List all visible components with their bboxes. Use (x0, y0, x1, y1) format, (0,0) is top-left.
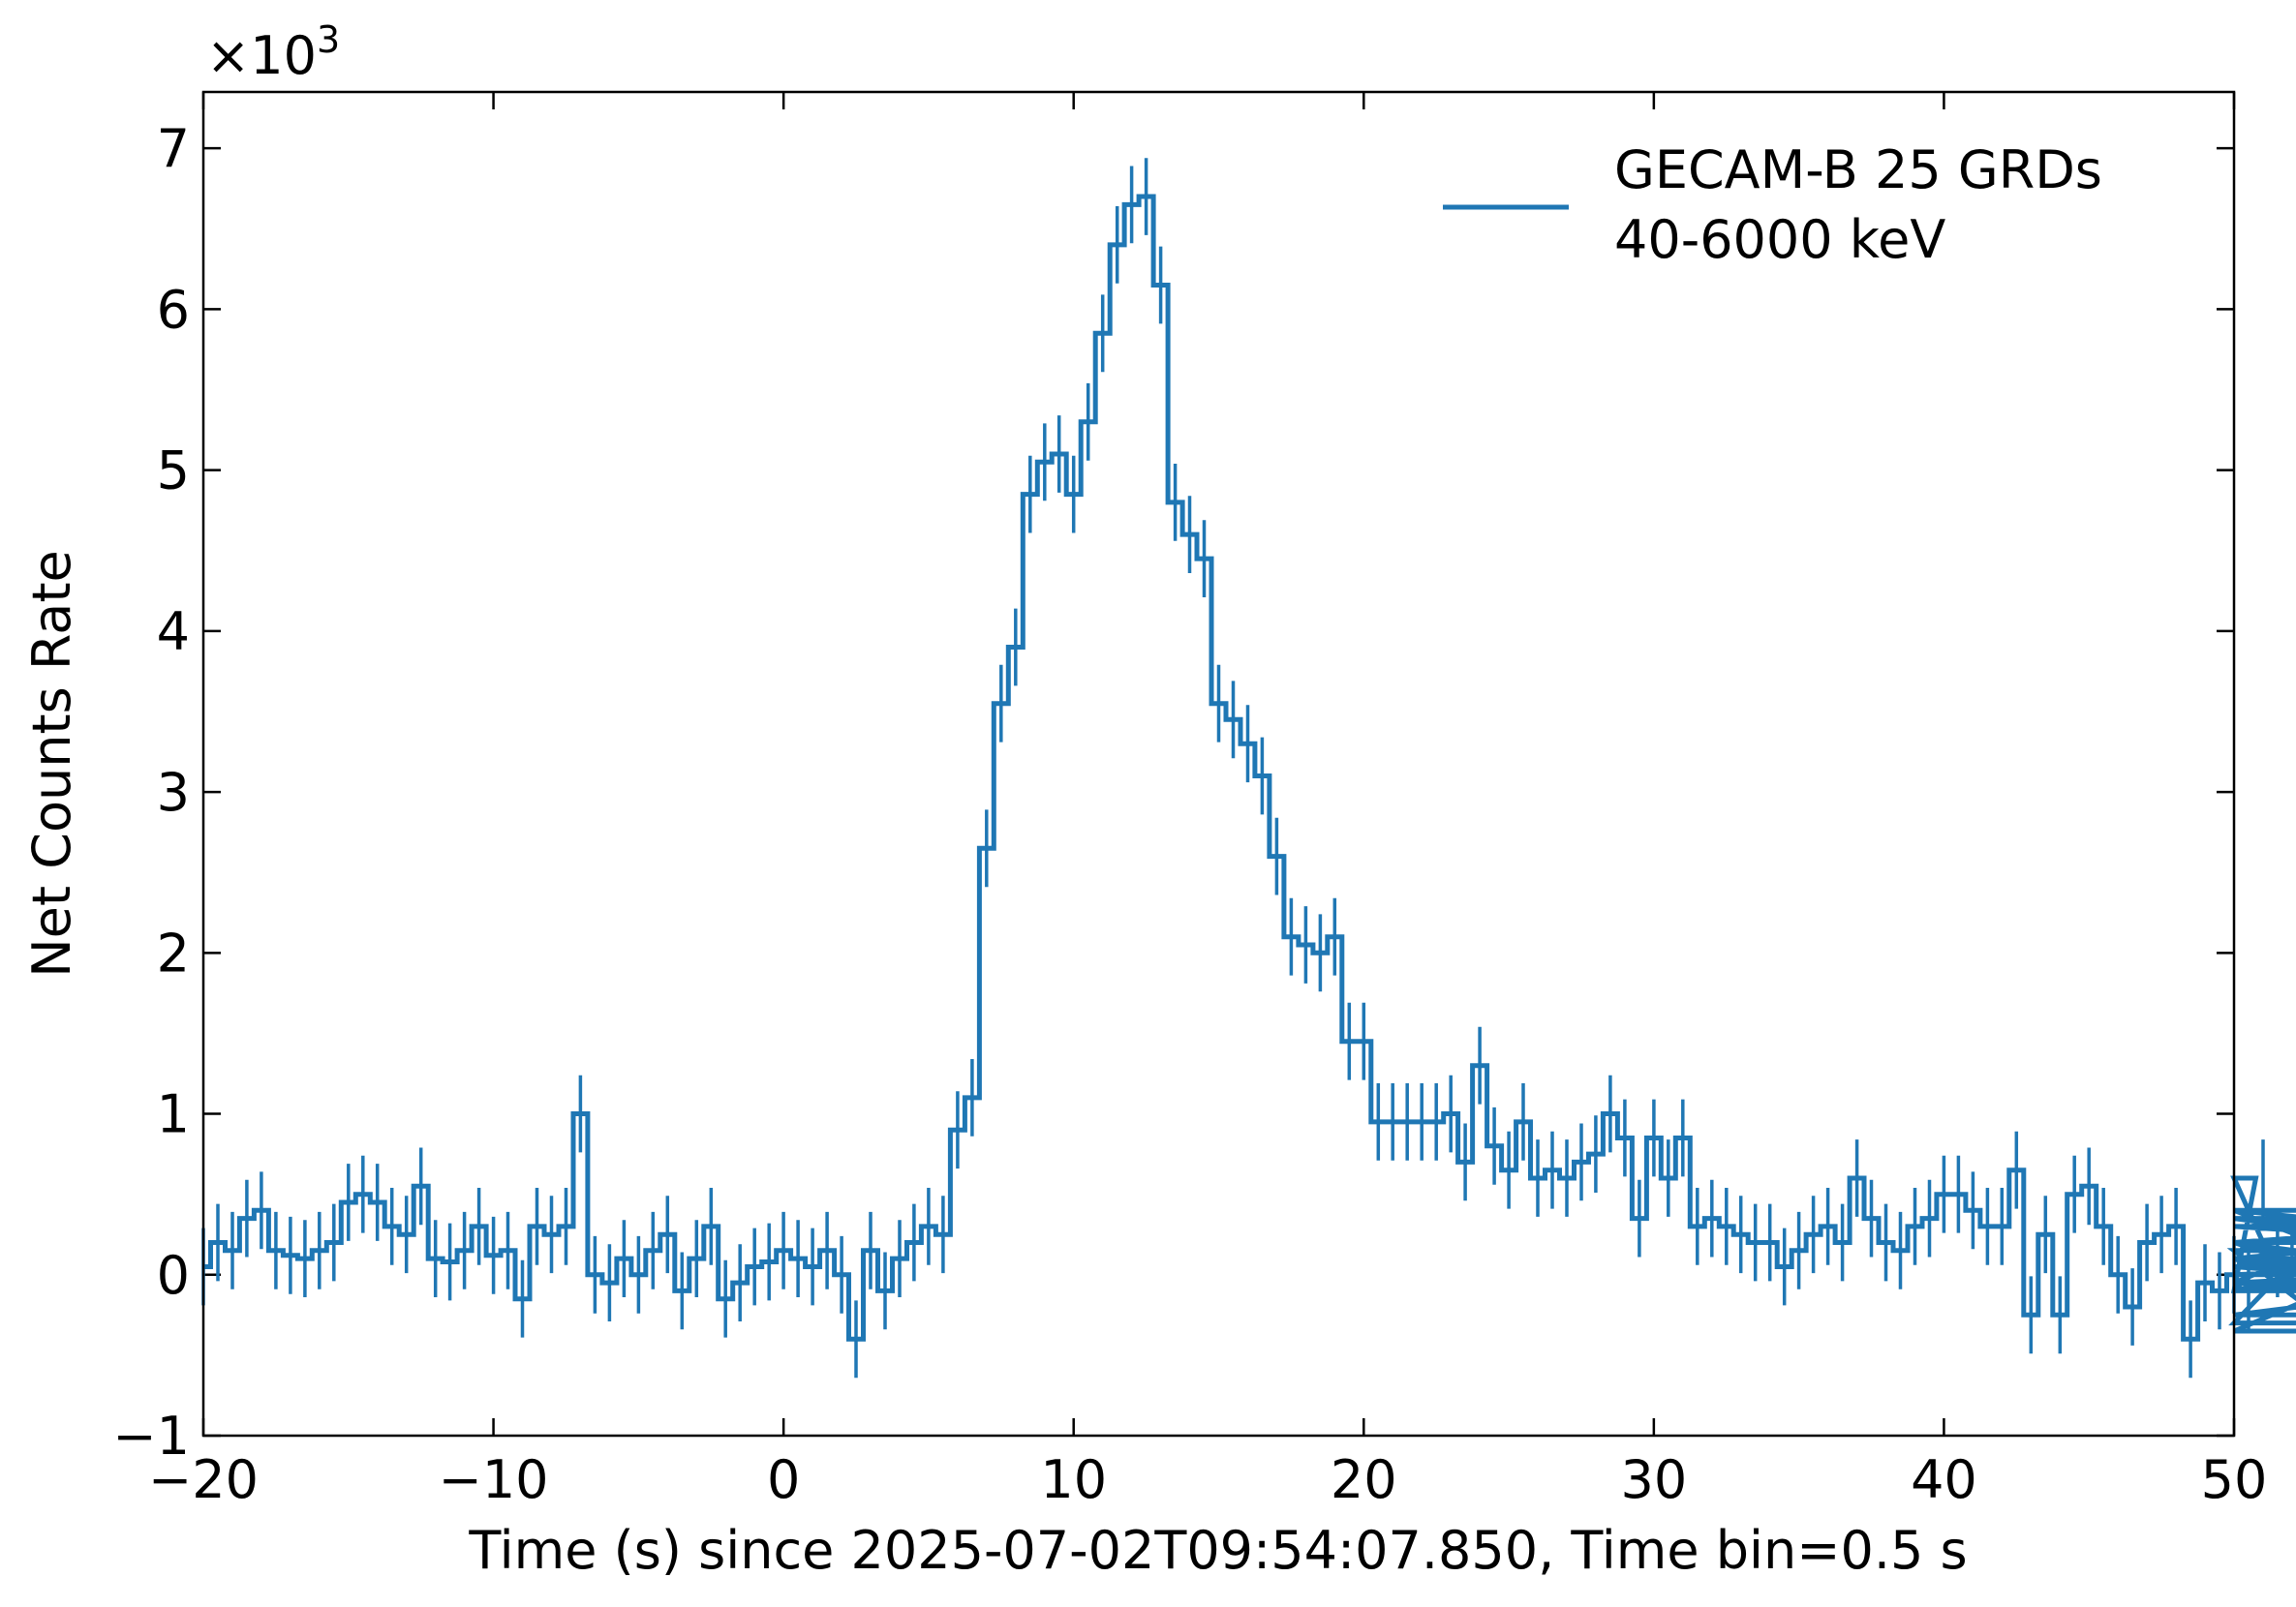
legend: GECAM-B 25 GRDs 40-6000 keV (1443, 139, 2102, 270)
y-tick-label: 1 (157, 1084, 190, 1145)
y-tick-label: −1 (112, 1406, 190, 1467)
x-axis-label: Time (s) since 2025-07-02T09:54:07.850, … (468, 1520, 1967, 1581)
y-multiplier-label: ×103 (206, 18, 340, 86)
x-tick-label: 50 (2201, 1449, 2268, 1510)
series-line-gecam-b (203, 194, 2296, 1342)
y-tick-label: 5 (157, 440, 190, 501)
y-tick-label: 2 (157, 923, 190, 984)
y-tick-label: 4 (157, 601, 190, 662)
legend-label-line2: 40-6000 keV (1614, 209, 1945, 270)
y-tick-labels: −1 0 1 2 3 4 5 6 7 (112, 118, 190, 1467)
y-tick-label: 3 (157, 762, 190, 823)
y-tick-label: 6 (157, 279, 190, 340)
x-tick-label: 10 (1040, 1449, 1107, 1510)
y-tick-label: 7 (157, 118, 190, 179)
x-tick-label: −20 (148, 1449, 259, 1510)
x-tick-label: −10 (439, 1449, 549, 1510)
x-tick-label: 20 (1331, 1449, 1397, 1510)
x-tick-label: 30 (1620, 1449, 1687, 1510)
x-tick-label: 0 (767, 1449, 800, 1510)
y-tick-label: 0 (157, 1245, 190, 1306)
x-tick-labels: −20 −10 0 10 20 30 40 50 (148, 1449, 2267, 1510)
x-tick-label: 40 (1911, 1449, 1977, 1510)
plot-frame (201, 90, 2236, 1438)
legend-label-line1: GECAM-B 25 GRDs (1614, 139, 2102, 200)
y-multiplier-exponent: 3 (317, 18, 340, 61)
y-axis-label: Net Counts Rate (21, 550, 82, 977)
